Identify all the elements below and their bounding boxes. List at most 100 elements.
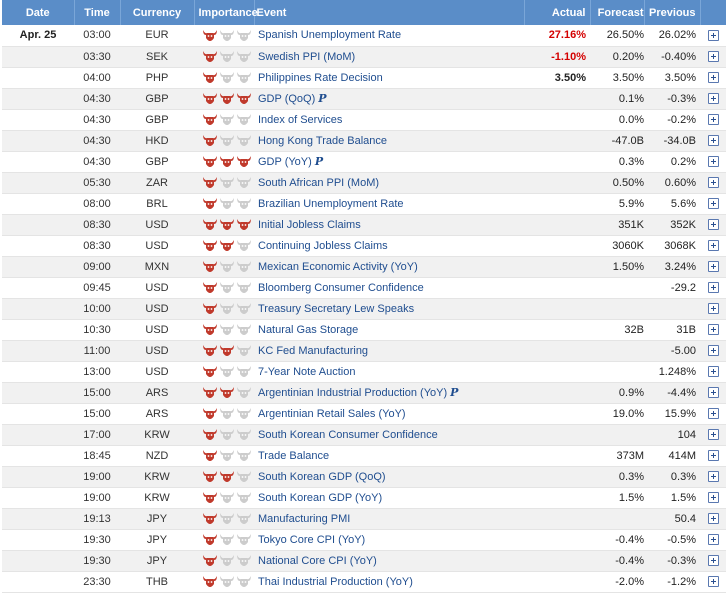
col-date[interactable]: Date (2, 0, 75, 25)
event-link[interactable]: Argentinian Industrial Production (YoY) (258, 387, 448, 399)
event-link[interactable]: 7-Year Note Auction (258, 365, 356, 378)
event-link[interactable]: Natural Gas Storage (258, 323, 359, 336)
table-row[interactable]: 04:30 GBP GDP (QoQ) P 0.1% -0.3% (2, 88, 726, 110)
expand-plus-icon[interactable] (707, 156, 719, 168)
event-link[interactable]: Manufacturing PMI (258, 512, 351, 525)
table-row[interactable]: 23:30 THB Thai Industrial Production (YoY)… (2, 571, 726, 593)
event-link[interactable]: Brazilian Unemployment Rate (258, 197, 404, 210)
expand-plus-icon[interactable] (707, 366, 719, 378)
event-link[interactable]: Hong Kong Trade Balance (258, 134, 388, 147)
expand-plus-icon[interactable] (707, 387, 719, 399)
event-link[interactable]: Continuing Jobless Claims (258, 239, 388, 252)
table-row[interactable]: 19:13 JPY Manufacturing PMI 50.4 (2, 508, 726, 530)
expand-plus-icon[interactable] (707, 513, 719, 525)
row-actual (524, 151, 590, 173)
table-row[interactable]: 19:30 JPY National Core CPI (YoY) -0.4% -0.3… (2, 550, 726, 572)
table-row[interactable]: 09:00 MXN Mexican Economic Activity (YoY) 1… (2, 256, 726, 278)
row-actual (524, 382, 590, 404)
expand-plus-icon[interactable] (707, 29, 719, 41)
row-currency: USD (120, 361, 194, 383)
table-row[interactable]: 04:30 GBP Index of Services 0.0% -0.2% (2, 109, 726, 131)
event-link[interactable]: Treasury Secretary Lew Speaks (258, 302, 415, 315)
event-link[interactable]: Swedish PPI (MoM) (258, 50, 356, 63)
table-row[interactable]: 15:00 ARS Argentinian Retail Sales (YoY) 19… (2, 403, 726, 425)
table-row[interactable]: 17:00 KRW South Korean Consumer Confidence… (2, 424, 726, 446)
table-row[interactable]: 04:30 HKD Hong Kong Trade Balance -47.0B -34… (2, 130, 726, 152)
event-link[interactable]: Philippines Rate Decision (258, 71, 383, 84)
table-row[interactable]: 04:30 GBP GDP (YoY) P 0.3% 0.2% (2, 151, 726, 173)
event-link[interactable]: KC Fed Manufacturing (258, 344, 369, 357)
expand-plus-icon[interactable] (707, 135, 719, 147)
event-link[interactable]: Argentinian Retail Sales (YoY) (258, 407, 406, 420)
expand-plus-icon[interactable] (707, 492, 719, 504)
expand-plus-icon[interactable] (707, 198, 719, 210)
expand-cell (700, 382, 726, 404)
event-link[interactable]: South Korean GDP (QoQ) (258, 470, 386, 483)
expand-plus-icon[interactable] (707, 576, 719, 588)
row-currency: ZAR (120, 172, 194, 194)
col-previous[interactable]: Previous (644, 0, 701, 25)
col-importance[interactable]: Importance (194, 0, 258, 25)
event-link[interactable]: South Korean Consumer Confidence (258, 428, 438, 441)
table-row[interactable]: 03:30 SEK Swedish PPI (MoM) -1.10% 0.20% -0.4… (2, 46, 726, 68)
expand-plus-icon[interactable] (707, 261, 719, 273)
expand-plus-icon[interactable] (707, 72, 719, 84)
table-row[interactable]: 19:30 JPY Tokyo Core CPI (YoY) -0.4% -0.5% (2, 529, 726, 551)
table-row[interactable]: Apr. 25 03:00 EUR Spanish Unemployment Rate… (2, 25, 726, 47)
event-link[interactable]: Initial Jobless Claims (258, 218, 361, 231)
expand-plus-icon[interactable] (707, 282, 719, 294)
event-link[interactable]: Index of Services (258, 113, 343, 126)
table-row[interactable]: 13:00 USD 7-Year Note Auction 1.248% (2, 361, 726, 383)
expand-plus-icon[interactable] (707, 408, 719, 420)
table-row[interactable]: 05:30 ZAR South African PPI (MoM) 0.50% 0.60… (2, 172, 726, 194)
expand-plus-icon[interactable] (707, 534, 719, 546)
table-row[interactable]: 18:45 NZD Trade Balance 373M 414M (2, 445, 726, 467)
table-row[interactable]: 08:30 USD Continuing Jobless Claims 3060K 30… (2, 235, 726, 257)
expand-plus-icon[interactable] (707, 450, 719, 462)
col-forecast[interactable]: Forecast (590, 0, 645, 25)
table-row[interactable]: 08:00 BRL Brazilian Unemployment Rate 5.9% 5… (2, 193, 726, 215)
event-link[interactable]: South African PPI (MoM) (258, 176, 380, 189)
event-link[interactable]: Thai Industrial Production (YoY) (258, 575, 413, 588)
expand-plus-icon[interactable] (707, 303, 719, 315)
expand-plus-icon[interactable] (707, 114, 719, 126)
event-link[interactable]: GDP (YoY) (258, 156, 312, 168)
table-row[interactable]: 08:30 USD Initial Jobless Claims 351K 352K (2, 214, 726, 236)
table-row[interactable]: 10:00 USD Treasury Secretary Lew Speaks (2, 298, 726, 320)
event-link[interactable]: Bloomberg Consumer Confidence (258, 281, 424, 294)
row-date (2, 424, 74, 446)
table-row[interactable]: 19:00 KRW South Korean GDP (QoQ) 0.3% 0.3% (2, 466, 726, 488)
expand-plus-icon[interactable] (707, 240, 719, 252)
expand-plus-icon[interactable] (707, 555, 719, 567)
expand-plus-icon[interactable] (707, 345, 719, 357)
table-row[interactable]: 04:00 PHP Philippines Rate Decision 3.50% 3.… (2, 67, 726, 89)
event-link[interactable]: GDP (QoQ) (258, 93, 316, 105)
event-link[interactable]: Trade Balance (258, 449, 330, 462)
col-event[interactable]: Event (254, 0, 525, 25)
event-link[interactable]: South Korean GDP (YoY) (258, 491, 383, 504)
bull-inactive-icon (219, 575, 235, 588)
table-row[interactable]: 11:00 USD KC Fed Manufacturing -5.00 (2, 340, 726, 362)
col-actual[interactable]: Actual (524, 0, 591, 25)
table-row[interactable]: 10:30 USD Natural Gas Storage 32B 31B (2, 319, 726, 341)
table-row[interactable]: 09:45 USD Bloomberg Consumer Confidence -29… (2, 277, 726, 299)
expand-plus-icon[interactable] (707, 93, 719, 105)
expand-plus-icon[interactable] (707, 51, 719, 63)
row-previous: 15.9% (644, 403, 700, 425)
col-time[interactable]: Time (74, 0, 121, 25)
expand-plus-icon[interactable] (707, 177, 719, 189)
bull-active-icon (202, 155, 218, 168)
expand-plus-icon[interactable] (707, 471, 719, 483)
table-row[interactable]: 15:00 ARS Argentinian Industrial Productio… (2, 382, 726, 404)
event-link[interactable]: Tokyo Core CPI (YoY) (258, 533, 366, 546)
table-row[interactable]: 19:00 KRW South Korean GDP (YoY) 1.5% 1.5% (2, 487, 726, 509)
event-link[interactable]: Spanish Unemployment Rate (258, 29, 402, 42)
expand-plus-icon[interactable] (707, 324, 719, 336)
expand-plus-icon[interactable] (707, 219, 719, 231)
event-link[interactable]: National Core CPI (YoY) (258, 554, 377, 567)
col-currency[interactable]: Currency (120, 0, 195, 25)
row-date (2, 130, 74, 152)
event-link[interactable]: Mexican Economic Activity (YoY) (258, 260, 418, 273)
expand-plus-icon[interactable] (707, 429, 719, 441)
expand-cell (700, 361, 726, 383)
